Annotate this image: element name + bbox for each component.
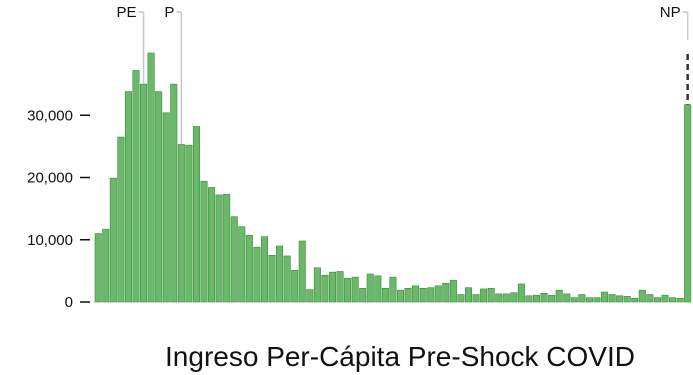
histogram-bar — [344, 278, 352, 303]
histogram-bar — [532, 294, 541, 303]
histogram-bar — [427, 287, 435, 303]
histogram-bar — [480, 288, 488, 303]
histogram-bar — [162, 112, 170, 303]
histogram-bar — [585, 297, 593, 303]
histogram-bar — [192, 126, 200, 303]
histogram-bar — [238, 226, 246, 303]
histogram-bar — [434, 285, 442, 303]
histogram-bar — [593, 297, 601, 303]
histogram-bar — [472, 294, 480, 303]
histogram-bar — [638, 289, 646, 303]
histogram-bar — [495, 293, 503, 303]
x-axis-label: Ingreso Per-Cápita Pre-Shock COVID — [165, 341, 635, 372]
histogram-bar — [283, 255, 291, 303]
histogram-bar — [109, 177, 117, 303]
histogram-bar — [374, 275, 382, 303]
histogram-bar — [684, 104, 692, 303]
histogram-bar — [540, 292, 548, 303]
histogram-bar — [321, 274, 329, 303]
histogram-bar — [555, 289, 563, 303]
histogram-bar — [623, 296, 631, 303]
histogram-bar — [548, 294, 556, 303]
histogram-bar — [298, 240, 306, 303]
histogram-bar — [396, 289, 404, 303]
histogram-bar — [487, 288, 495, 303]
y-tick-label: 10,000 — [27, 232, 73, 249]
histogram-bar — [253, 246, 261, 303]
bars-layer — [94, 52, 692, 303]
histogram-bar — [245, 235, 253, 303]
histogram-bar — [570, 297, 578, 303]
histogram-bar — [578, 294, 586, 303]
histogram-bar — [170, 83, 178, 303]
histogram-bar — [442, 283, 450, 303]
histogram-bar — [601, 291, 609, 303]
histogram-bar — [313, 267, 321, 303]
histogram-bar — [147, 52, 155, 303]
histogram-bar — [276, 245, 284, 303]
histogram-bar — [351, 276, 359, 303]
histogram-bar — [328, 271, 336, 303]
histogram-bar — [517, 283, 525, 303]
histogram-bar — [336, 271, 344, 303]
histogram-bar — [661, 294, 669, 303]
histogram-bar — [616, 295, 624, 303]
histogram-bar — [464, 287, 473, 303]
histogram-bar — [102, 228, 110, 303]
histogram-bar — [510, 292, 518, 303]
histogram-bar — [389, 276, 397, 303]
y-tick-label: 0 — [65, 294, 73, 311]
histogram-bar — [208, 187, 216, 303]
histogram-bar — [449, 279, 457, 303]
histogram-bar — [185, 144, 193, 303]
histogram-bar — [608, 294, 616, 303]
marker-label: P — [164, 4, 174, 21]
histogram-bar — [502, 293, 510, 303]
histogram-bar — [268, 255, 276, 303]
histogram-bar — [669, 297, 677, 303]
histogram-bar — [200, 180, 208, 303]
histogram-bar — [306, 289, 314, 303]
histogram-bar — [260, 236, 268, 303]
y-tick-label: 30,000 — [27, 107, 73, 124]
histogram-bar — [291, 269, 299, 303]
histogram-bar — [177, 144, 185, 303]
histogram-bar — [155, 91, 163, 303]
histogram-bar — [419, 288, 427, 303]
marker-label: NP — [660, 4, 681, 21]
histogram-bar — [140, 83, 148, 303]
y-tick-label: 20,000 — [27, 170, 73, 187]
histogram-bar — [525, 295, 533, 303]
histogram-bar — [223, 194, 231, 303]
histogram-bar — [94, 233, 102, 303]
histogram-bar — [215, 194, 223, 303]
histogram-bar — [676, 297, 684, 303]
histogram-bar — [457, 294, 465, 303]
histogram-bar — [563, 293, 571, 303]
histogram-bar — [230, 216, 238, 303]
histogram-bar — [117, 136, 125, 303]
histogram-bar — [646, 294, 654, 303]
histogram-bar — [132, 70, 140, 303]
histogram-bar — [653, 297, 661, 303]
marker-label: PE — [117, 4, 137, 21]
histogram-bar — [381, 288, 389, 303]
histogram-bar — [366, 273, 374, 303]
histogram-bar — [124, 91, 132, 303]
histogram-bar — [359, 288, 367, 303]
histogram-bar — [412, 285, 420, 303]
histogram-bar — [631, 297, 639, 303]
histogram-bar — [404, 288, 412, 303]
y-axis: 0 10,000 20,000 30,000 — [27, 107, 90, 311]
